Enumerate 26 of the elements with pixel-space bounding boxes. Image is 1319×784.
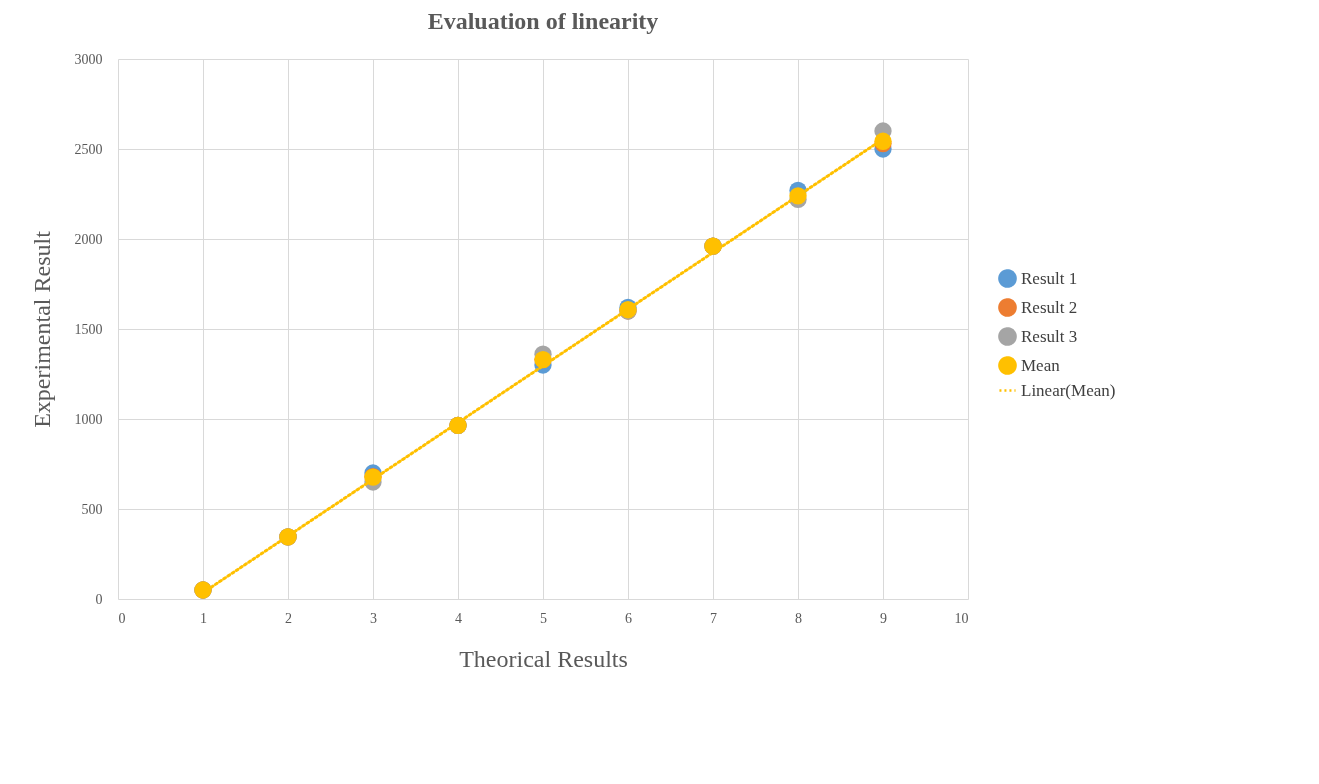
chart-title: Evaluation of linearity [427,8,659,34]
y-tick-label: 2500 [74,141,103,157]
x-tick-label: 0 [118,610,126,626]
x-axis-title: Theorical Results [459,645,628,672]
y-tick-label: 2000 [74,231,103,247]
legend-label: Result 3 [1021,326,1078,346]
x-tick-label: 2 [285,610,292,626]
y-tick-label: 1000 [74,411,103,427]
x-tick-label: 1 [200,610,207,626]
y-tick-label: 500 [81,501,103,517]
x-tick-label: 7 [710,610,717,626]
x-tick-label: 4 [455,610,462,626]
x-tick-label: 6 [625,610,632,626]
legend-label: Result 2 [1021,297,1078,317]
y-tick-label: 0 [95,591,103,607]
legend-label: Linear(Mean) [1021,380,1116,400]
x-tick-label: 10 [954,610,969,626]
x-tick-label: 5 [540,610,547,626]
x-tick-label: 3 [370,610,377,626]
y-tick-label: 3000 [74,51,103,67]
y-axis-title: Experimental Result [28,230,55,428]
legend-label: Mean [1021,355,1061,375]
x-tick-label: 9 [880,610,887,626]
y-tick-label: 1500 [74,321,103,337]
legend-label: Result 1 [1021,268,1078,288]
x-tick-label: 8 [795,610,802,626]
